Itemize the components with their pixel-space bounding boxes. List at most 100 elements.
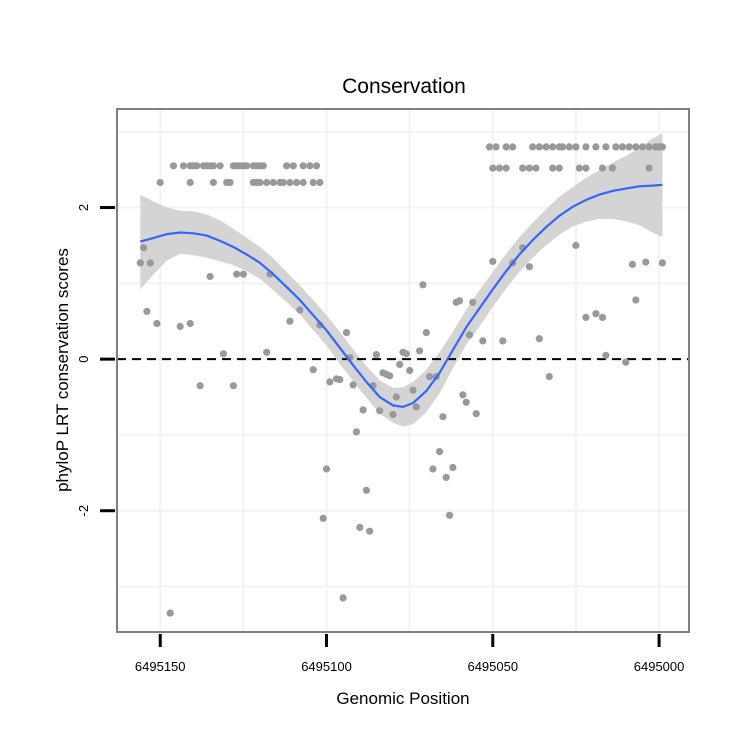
data-point xyxy=(612,143,620,151)
y-tick-label: 0 xyxy=(76,355,91,362)
data-point xyxy=(336,376,344,384)
data-point xyxy=(575,164,583,172)
data-point xyxy=(549,164,557,172)
data-point xyxy=(465,331,474,339)
data-point xyxy=(442,473,450,481)
panel-border xyxy=(116,108,690,633)
data-point xyxy=(176,322,184,331)
data-point xyxy=(532,164,540,172)
data-point xyxy=(209,178,217,187)
data-point xyxy=(306,162,314,170)
data-point xyxy=(396,360,404,368)
data-point xyxy=(455,297,464,305)
x-tick-label: 6495000 xyxy=(634,659,685,674)
data-point xyxy=(499,337,507,345)
data-point xyxy=(169,162,178,170)
data-point xyxy=(339,594,347,602)
data-point xyxy=(545,373,553,381)
data-point xyxy=(316,178,324,187)
data-point xyxy=(319,514,327,522)
data-points xyxy=(136,143,667,617)
data-point xyxy=(386,372,394,380)
data-point xyxy=(243,162,251,170)
data-point xyxy=(549,143,557,151)
data-point xyxy=(209,162,217,170)
data-point xyxy=(293,178,301,187)
plot-panel xyxy=(116,108,690,633)
data-point xyxy=(289,162,297,170)
data-point xyxy=(529,143,537,151)
data-point xyxy=(469,298,477,306)
data-point xyxy=(179,162,188,170)
data-point xyxy=(625,143,633,151)
data-point xyxy=(299,178,307,187)
data-point xyxy=(186,319,194,328)
data-point xyxy=(156,178,164,187)
x-tick-label: 6495100 xyxy=(301,659,352,674)
data-point xyxy=(153,319,161,328)
data-point xyxy=(638,143,647,151)
data-point xyxy=(509,143,517,151)
y-tick-label: -2 xyxy=(76,505,91,517)
data-point xyxy=(196,382,204,390)
data-point xyxy=(283,162,291,170)
data-point xyxy=(146,259,154,267)
data-point xyxy=(429,465,437,473)
data-point xyxy=(592,143,600,151)
data-point xyxy=(259,162,267,170)
data-point xyxy=(572,241,580,249)
data-point xyxy=(349,381,357,389)
data-point xyxy=(419,281,427,289)
data-point xyxy=(279,178,287,187)
data-point xyxy=(492,143,500,151)
data-point xyxy=(572,143,580,151)
data-point xyxy=(416,347,424,355)
data-point xyxy=(406,366,414,375)
x-tick-label: 6495050 xyxy=(467,659,518,674)
data-point xyxy=(233,270,241,278)
data-point xyxy=(479,337,487,345)
data-point xyxy=(658,259,667,267)
data-point xyxy=(356,523,364,532)
data-point xyxy=(555,164,563,172)
data-point xyxy=(269,178,277,187)
data-point xyxy=(446,511,454,519)
data-point xyxy=(342,329,351,337)
data-point xyxy=(136,259,144,267)
data-point xyxy=(229,382,237,390)
data-point xyxy=(193,162,201,170)
data-point xyxy=(582,164,590,172)
data-point xyxy=(565,143,573,151)
data-point xyxy=(459,391,467,399)
data-point xyxy=(598,313,607,321)
data-point xyxy=(592,310,600,318)
y-axis-label: phyloP LRT conservation scores xyxy=(53,248,72,492)
data-point xyxy=(632,296,640,304)
data-point xyxy=(559,143,567,151)
data-point xyxy=(392,393,400,401)
data-point xyxy=(645,164,653,172)
data-point xyxy=(263,178,271,187)
data-point xyxy=(439,413,447,421)
data-point xyxy=(598,164,607,172)
data-point xyxy=(602,143,610,151)
chart-title: Conservation xyxy=(342,75,466,98)
data-point xyxy=(286,178,294,187)
data-point xyxy=(286,317,294,325)
data-point xyxy=(143,307,151,315)
y-tick-label: 2 xyxy=(76,204,91,211)
data-point xyxy=(322,465,331,473)
data-point xyxy=(309,178,317,187)
data-point xyxy=(206,272,214,281)
data-point xyxy=(166,609,174,617)
data-point xyxy=(632,143,640,151)
data-point xyxy=(489,257,497,265)
data-point xyxy=(409,386,417,394)
data-point xyxy=(263,348,271,356)
data-point xyxy=(535,335,543,343)
x-tick-label: 6495150 xyxy=(135,659,186,674)
data-point xyxy=(296,306,304,314)
data-point xyxy=(462,398,470,406)
data-point xyxy=(502,164,510,172)
